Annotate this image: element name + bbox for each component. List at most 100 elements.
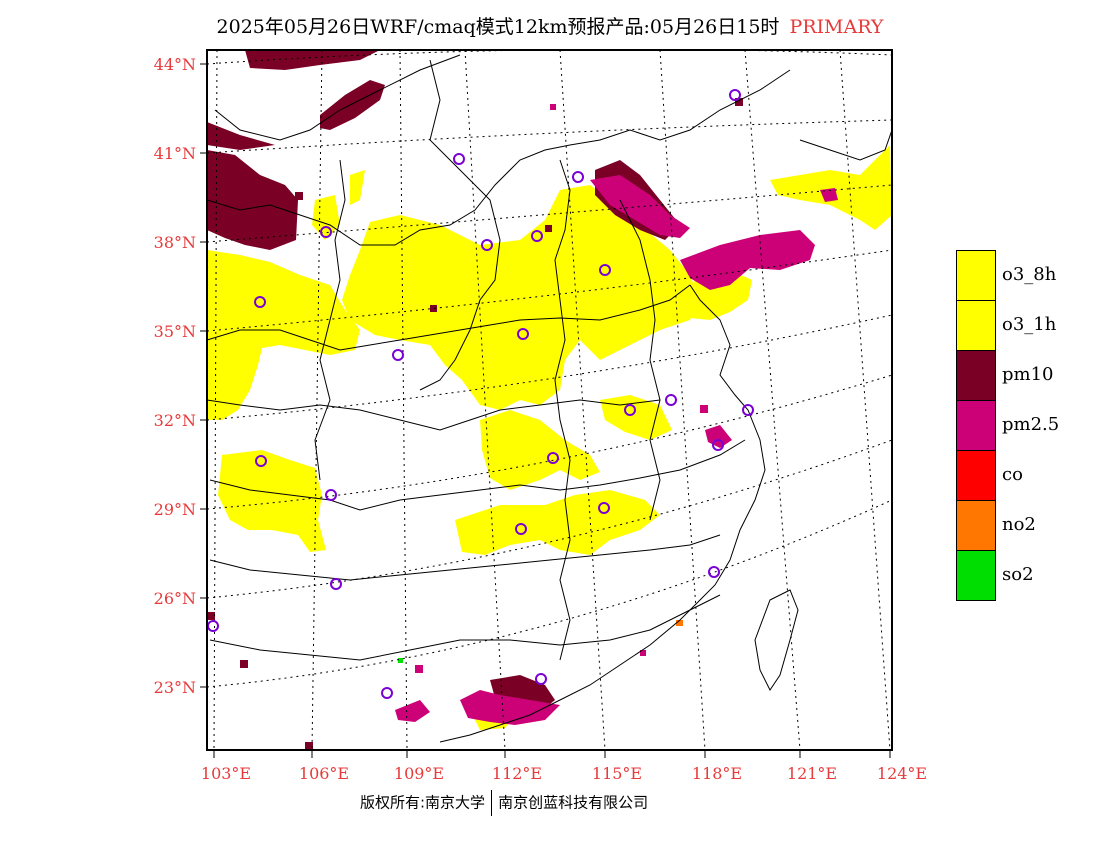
legend-swatch: [956, 350, 996, 401]
station-marker: [599, 264, 611, 276]
pm25-region-guangdong: [460, 690, 560, 725]
no2-cell: [676, 620, 683, 626]
legend-swatch: [956, 400, 996, 451]
legend-swatch: [956, 450, 996, 501]
station-marker: [547, 452, 559, 464]
legend-swatch: [956, 550, 996, 601]
o3-region-sichuan: [218, 450, 326, 552]
o3-region-west: [207, 250, 360, 420]
legend-label: pm10: [1002, 364, 1054, 385]
pm10-cell: [545, 225, 552, 232]
pm10-region-northwest: [245, 50, 380, 70]
pm10-cell: [735, 98, 743, 106]
station-marker: [325, 489, 337, 501]
o3-region-northeast: [770, 145, 892, 230]
o3-region-ningxia: [312, 195, 340, 240]
station-marker: [515, 523, 527, 535]
station-marker: [255, 455, 267, 467]
station-marker: [598, 502, 610, 514]
station-marker: [392, 349, 404, 361]
station-marker: [207, 620, 219, 632]
pm10-cell: [305, 742, 313, 750]
legend-swatch: [956, 300, 996, 351]
station-marker: [742, 404, 754, 416]
lon-label: 118°E: [691, 764, 743, 783]
station-marker: [572, 171, 584, 183]
chart-title: 2025年05月26日WRF/cmaq模式12km预报产品:05月26日15时 P…: [0, 12, 1100, 39]
pm10-cell: [240, 660, 248, 668]
pm25-region-coast: [395, 700, 430, 722]
station-marker: [708, 566, 720, 578]
o3-region-inner-mongolia: [350, 170, 365, 205]
footer-separator: [491, 790, 493, 816]
lon-label: 112°E: [491, 764, 543, 783]
pm25-region-beijing: [590, 175, 690, 238]
pm10-cell: [207, 612, 215, 620]
so2-cell: [398, 658, 403, 663]
station-marker: [535, 673, 547, 685]
pm25-cell: [550, 104, 556, 110]
station-marker: [320, 226, 332, 238]
boundary-lines: [207, 54, 892, 743]
title-main: 2025年05月26日WRF/cmaq模式12km预报产品:05月26日15时: [216, 16, 780, 38]
copyright-left: 版权所有:南京大学: [360, 793, 486, 812]
station-marker: [453, 153, 465, 165]
lat-label: 26°N: [153, 589, 196, 608]
legend-label: co: [1002, 464, 1023, 485]
pm10-region-mongolia: [320, 80, 385, 130]
lon-label: 109°E: [393, 764, 445, 783]
station-marker: [729, 89, 741, 101]
pm25-region-liaoning: [820, 188, 838, 202]
pm10-cell: [430, 305, 437, 312]
pm25-cell: [700, 405, 708, 413]
copyright-footer: 版权所有:南京大学 南京创蓝科技有限公司: [360, 790, 648, 816]
lon-label: 124°E: [876, 764, 928, 783]
legend-label: o3_1h: [1002, 314, 1057, 335]
o3-region-hunan: [480, 410, 600, 490]
legend-label: so2: [1002, 564, 1034, 585]
pm10-region-west: [207, 150, 298, 250]
graticule: [207, 50, 892, 750]
pm25-cell: [415, 665, 423, 673]
title-tag: PRIMARY: [789, 16, 884, 38]
station-marker: [254, 296, 266, 308]
station-marker: [665, 394, 677, 406]
lat-label: 23°N: [153, 678, 196, 697]
lon-label: 115°E: [591, 764, 643, 783]
legend-swatch: [956, 250, 996, 301]
map-frame: [206, 49, 893, 751]
station-markers: [207, 89, 754, 699]
o3-region-central: [342, 185, 700, 410]
legend-swatch: [956, 500, 996, 551]
legend-label: o3_8h: [1002, 264, 1057, 285]
station-marker: [531, 230, 543, 242]
pm25-region-shandong: [680, 230, 815, 290]
o3-region-jiangxi: [455, 490, 660, 555]
station-marker: [517, 328, 529, 340]
lat-label: 41°N: [153, 144, 196, 163]
lat-label: 29°N: [153, 500, 196, 519]
pm10-region-north: [207, 122, 275, 150]
station-marker: [712, 439, 724, 451]
copyright-right: 南京创蓝科技有限公司: [498, 793, 649, 812]
legend-label: pm2.5: [1002, 414, 1060, 435]
pollutant-layer: [207, 50, 892, 750]
pm25-region-jiangsu: [705, 425, 732, 448]
lat-label: 44°N: [153, 55, 196, 74]
station-marker: [330, 578, 342, 590]
lon-label: 106°E: [298, 764, 350, 783]
legend-label: no2: [1002, 514, 1036, 535]
station-marker: [481, 239, 493, 251]
station-marker: [624, 404, 636, 416]
axis-ticks: [200, 63, 891, 758]
pm10-cell: [295, 192, 303, 200]
o3-region-henan: [600, 395, 672, 440]
lat-label: 38°N: [153, 233, 196, 252]
pm25-cell: [640, 650, 646, 656]
station-marker: [381, 687, 393, 699]
lon-label: 121°E: [786, 764, 838, 783]
lat-label: 35°N: [153, 322, 196, 341]
lat-label: 32°N: [153, 411, 196, 430]
lon-label: 103°E: [200, 764, 252, 783]
